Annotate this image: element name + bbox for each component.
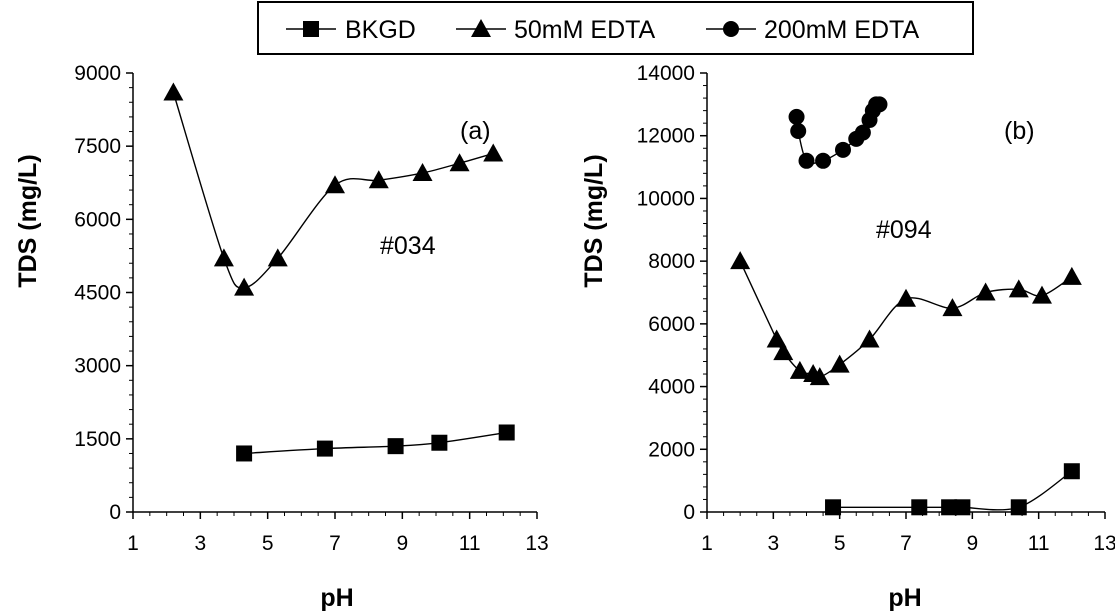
y-tick-label: 3000 [74, 355, 121, 378]
x-tick-label: 7 [329, 532, 341, 555]
data-point-50mm-edta [766, 329, 787, 348]
x-tick-label: 9 [396, 532, 408, 555]
data-point-bkgd [1010, 499, 1027, 516]
legend-label: 200mM EDTA [764, 16, 919, 44]
y-tick-label: 7500 [74, 135, 121, 158]
data-point-50mm-edta [942, 298, 963, 317]
x-tick-label: 1 [127, 532, 139, 555]
data-point-50mm-edta [730, 251, 751, 270]
x-tick-label: 11 [1028, 532, 1050, 555]
legend-item-bkgd: BKGD [286, 16, 416, 44]
legend: BKGD 50mM EDTA 200mM EDTA [257, 1, 974, 55]
data-point-50mm-edta [449, 153, 470, 172]
data-point-50mm-edta [829, 354, 850, 373]
x-axis-label: pH [320, 584, 353, 612]
sample-annotation: #034 [380, 232, 436, 260]
data-point-bkgd [825, 499, 842, 516]
y-tick-label: 0 [109, 501, 121, 524]
x-tick-label: 3 [767, 532, 779, 555]
data-point-200mm-edta [798, 152, 815, 169]
y-tick-label: 6000 [648, 313, 695, 336]
data-point-50mm-edta [859, 329, 880, 348]
data-point-bkgd [236, 445, 253, 462]
series-line-bkgd [244, 431, 507, 455]
legend-label: BKGD [345, 16, 416, 44]
x-axis-label: pH [888, 584, 921, 612]
triangle-marker-icon [471, 19, 491, 37]
data-point-50mm-edta [896, 288, 916, 307]
y-tick-label: 9000 [74, 62, 121, 85]
data-point-50mm-edta [789, 360, 810, 379]
legend-box [257, 1, 974, 55]
data-point-200mm-edta [788, 108, 805, 125]
data-point-bkgd [316, 440, 333, 457]
data-point-200mm-edta [854, 124, 871, 141]
data-point-200mm-edta [815, 152, 832, 169]
data-point-50mm-edta [267, 248, 288, 267]
chart-panel-b: TDS (mg/L) pH (b) #094 0 2000 4000 6000 8000… [580, 62, 1115, 612]
y-tick-label: 8000 [648, 250, 695, 273]
data-point-50mm-edta [234, 277, 255, 296]
data-point-50mm-edta [368, 170, 389, 189]
data-point-bkgd [941, 499, 958, 516]
y-tick-label: 4000 [648, 376, 695, 399]
circle-marker-icon [723, 21, 739, 37]
legend-label: 50mM EDTA [514, 16, 656, 44]
data-point-50mm-edta [213, 248, 234, 267]
x-tick-label: 1 [701, 532, 713, 555]
panel-label: (a) [460, 117, 491, 145]
x-tick-label: 5 [834, 532, 846, 555]
data-point-50mm-edta [975, 282, 996, 301]
data-point-200mm-edta [834, 141, 851, 158]
data-point-50mm-edta [809, 367, 830, 386]
legend-item-200mm-edta: 200mM EDTA [706, 16, 919, 44]
data-point-50mm-edta [412, 162, 433, 181]
x-tick-label: 3 [194, 532, 206, 555]
y-tick-label: 14000 [637, 62, 695, 85]
y-tick-label: 1500 [74, 428, 121, 451]
data-point-bkgd [498, 424, 515, 441]
legend-item-50mm-edta: 50mM EDTA [456, 16, 656, 44]
y-tick-label: 4500 [74, 282, 121, 305]
data-point-200mm-edta [871, 96, 888, 113]
x-tick-label: 9 [966, 532, 978, 555]
data-point-50mm-edta [483, 143, 504, 162]
data-point-bkgd [954, 499, 971, 516]
data-point-bkgd [1063, 463, 1080, 480]
data-point-50mm-edta [1061, 266, 1082, 285]
x-tick-label: 11 [459, 532, 481, 555]
y-tick-label: 6000 [74, 208, 121, 231]
x-tick-label: 13 [525, 532, 548, 555]
data-point-bkgd [431, 434, 448, 451]
x-tick-label: 5 [262, 532, 274, 555]
y-tick-label: 12000 [637, 125, 695, 148]
y-tick-label: 0 [683, 501, 695, 524]
x-tick-label: 13 [1093, 532, 1115, 555]
data-point-50mm-edta [163, 82, 184, 101]
data-point-bkgd [387, 438, 404, 455]
chart-panel-a: TDS (mg/L) pH (a) #034 0 1500 3000 4500 6000… [14, 62, 549, 612]
data-point-bkgd [911, 499, 928, 516]
data-point-200mm-edta [790, 123, 807, 140]
panel-label: (b) [1004, 117, 1035, 145]
y-tick-label: 10000 [637, 187, 695, 210]
y-axis-label: TDS (mg/L) [14, 154, 42, 287]
sample-annotation: #094 [876, 216, 932, 244]
data-point-50mm-edta [325, 175, 345, 194]
y-tick-label: 2000 [648, 438, 695, 461]
x-tick-label: 7 [900, 532, 912, 555]
square-marker-icon [303, 21, 319, 37]
y-axis-label: TDS (mg/L) [580, 154, 608, 287]
data-point-50mm-edta [1031, 285, 1052, 304]
data-point-50mm-edta [1008, 279, 1029, 298]
data-point-50mm-edta [773, 342, 794, 361]
